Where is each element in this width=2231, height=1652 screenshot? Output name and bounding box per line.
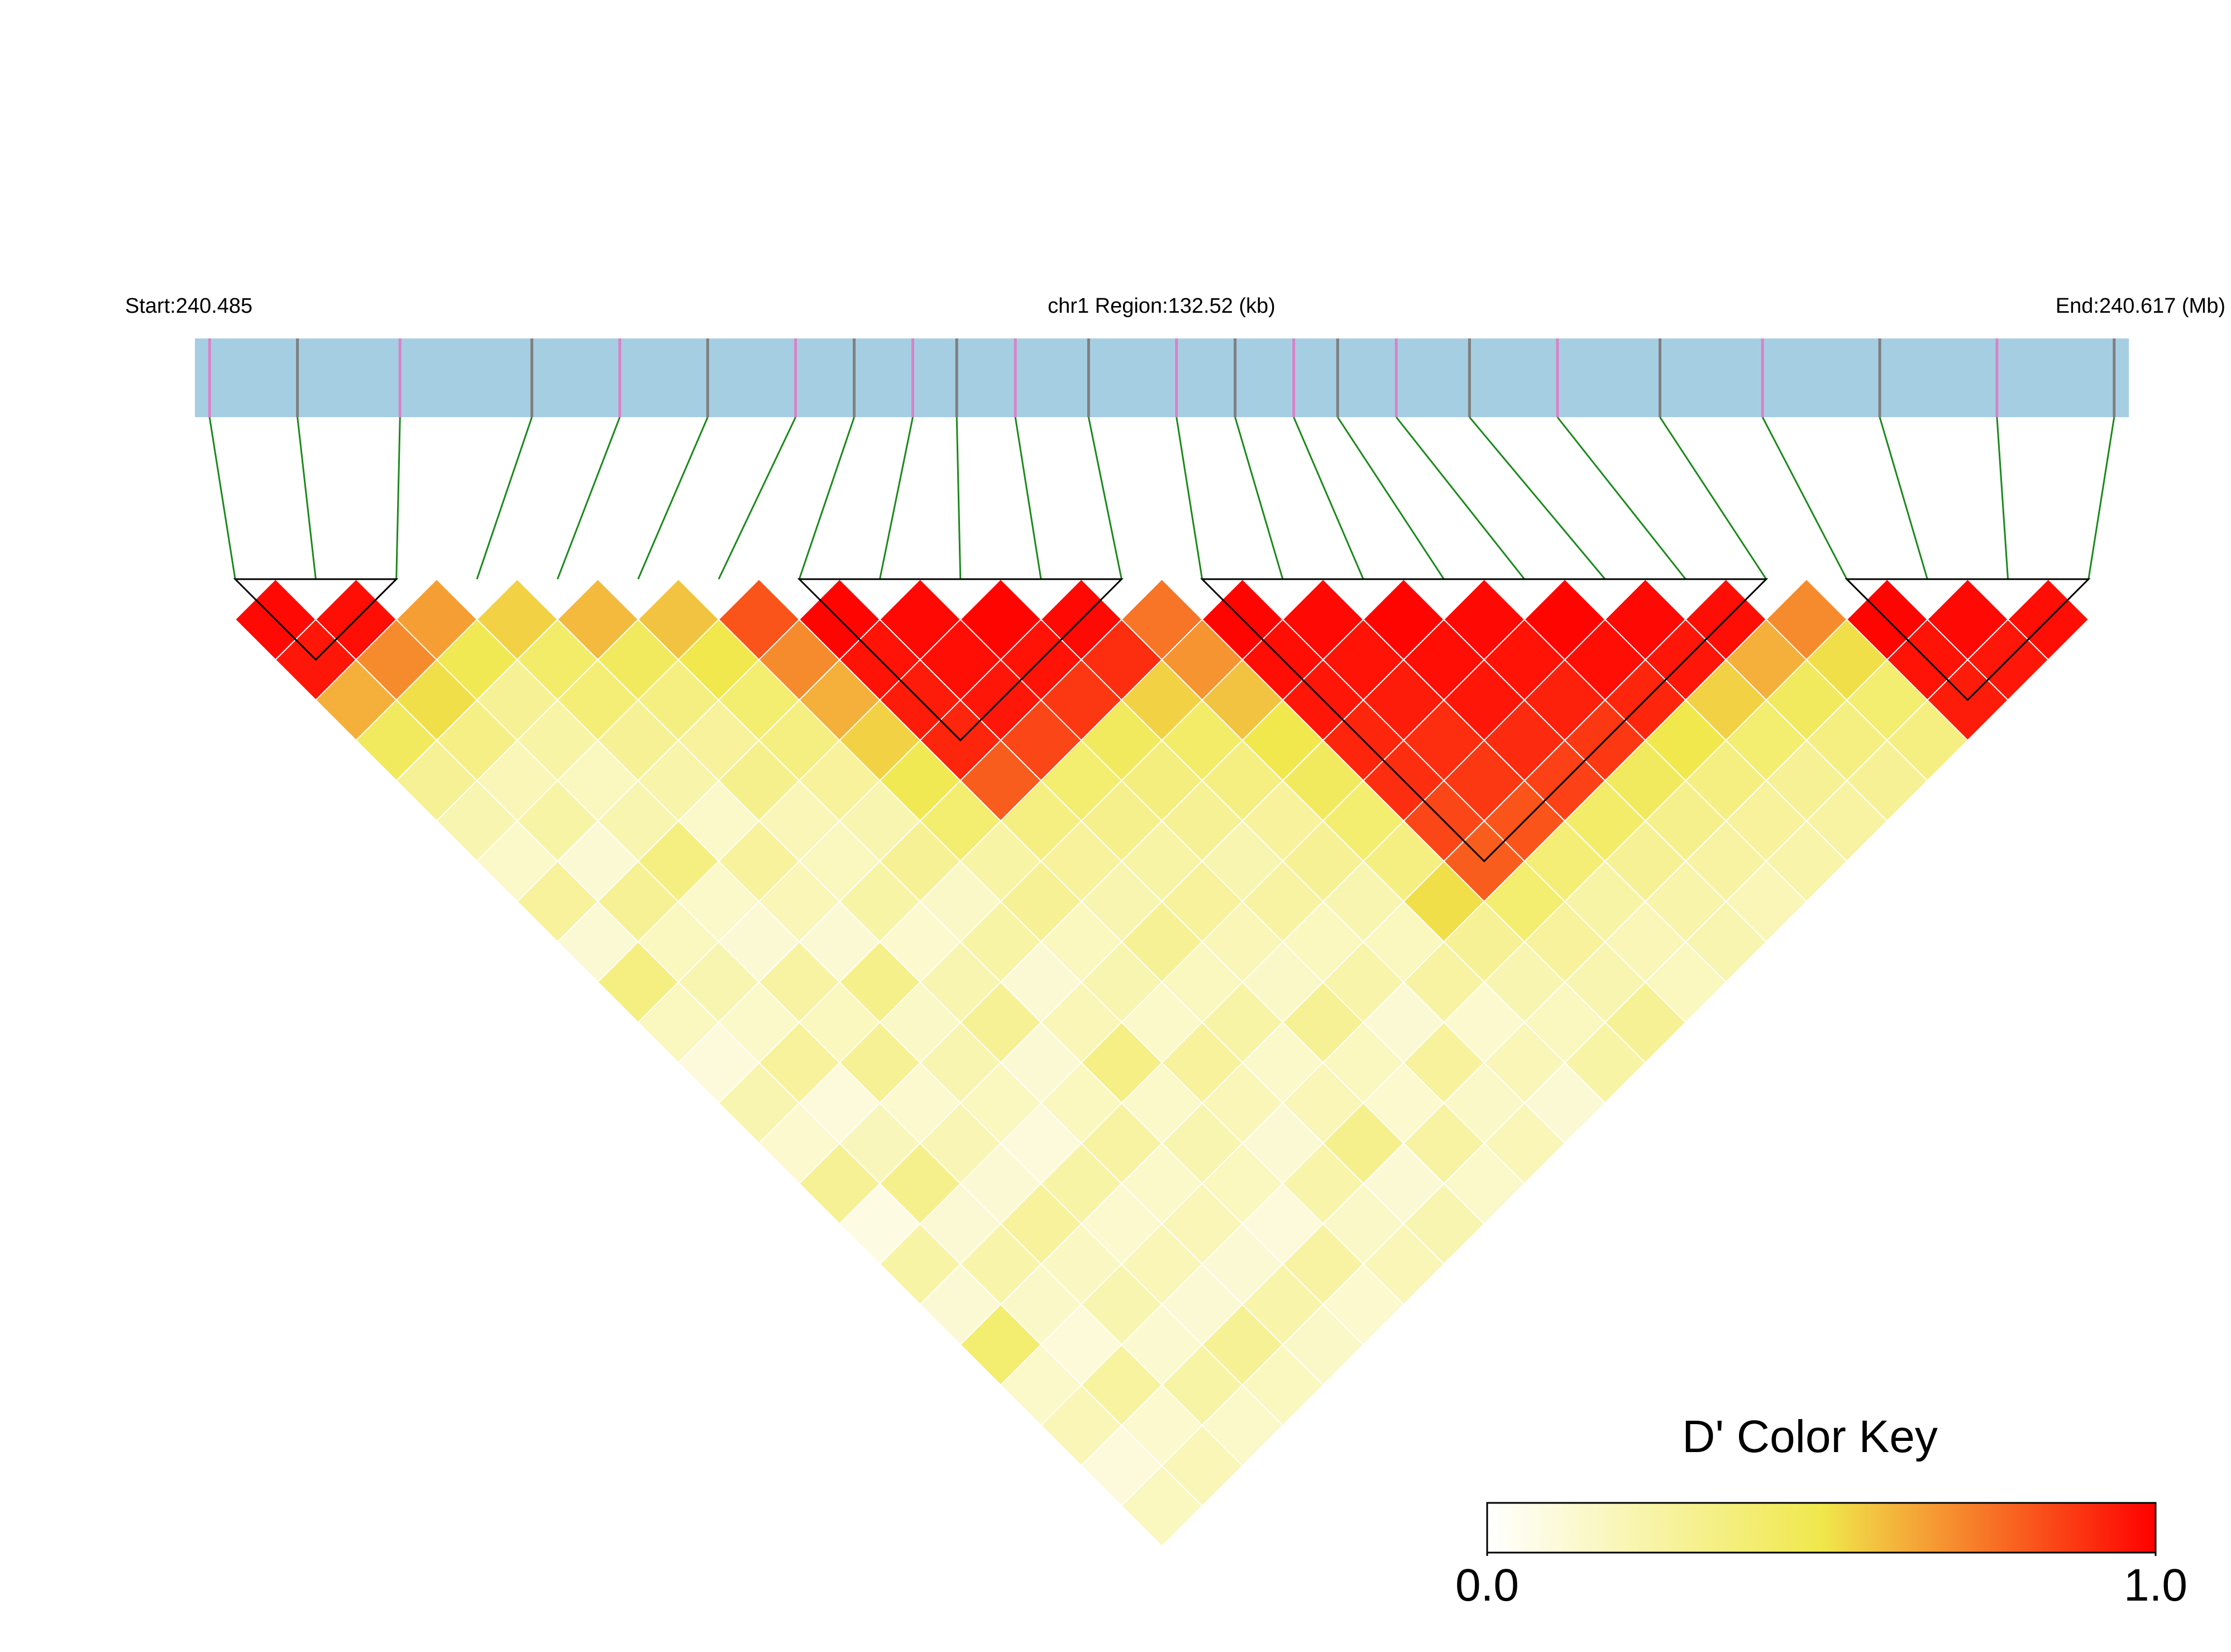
position-bar — [195, 338, 2129, 417]
haplotype-block — [1845, 578, 2091, 701]
snp-link — [1337, 417, 1445, 580]
snp-link — [1293, 417, 1364, 580]
haplotype-block — [233, 578, 399, 661]
end-label: End:240.617 (Mb) — [2056, 294, 2225, 318]
snp-link — [1234, 417, 1284, 580]
ld-cells — [234, 578, 2090, 1547]
snp-link — [879, 417, 914, 580]
snp-link — [637, 417, 709, 580]
snp-link — [1087, 417, 1122, 580]
snp-link — [1659, 417, 1767, 580]
snp-link — [476, 417, 533, 580]
snp-link — [1879, 417, 1928, 580]
snp-link — [208, 417, 236, 580]
start-label: Start:240.485 — [125, 294, 252, 318]
snp-link — [1176, 417, 1203, 580]
snp-link — [556, 417, 621, 580]
region-label: chr1 Region:132.52 (kb) — [1048, 294, 1275, 318]
key-title: D' Color Key — [1682, 1411, 1938, 1462]
key-tick-label: 0.0 — [1455, 1560, 1519, 1611]
snp-link — [297, 417, 317, 580]
color-key — [1486, 1502, 2157, 1554]
snp-link — [1761, 417, 1848, 580]
snp-link — [956, 417, 962, 580]
snp-link — [1556, 417, 1687, 580]
snp-link — [1469, 417, 1606, 580]
snp-link — [1014, 417, 1042, 580]
snp-link — [1396, 417, 1525, 580]
snp-link — [2087, 417, 2115, 580]
snp-link — [798, 417, 855, 580]
key-tick-label: 1.0 — [2124, 1560, 2187, 1611]
snp-link — [395, 417, 401, 580]
haplotype-block — [797, 578, 1124, 742]
snp-link — [718, 417, 796, 580]
haplotype-block — [1200, 578, 1769, 863]
snp-link — [1996, 417, 2009, 580]
